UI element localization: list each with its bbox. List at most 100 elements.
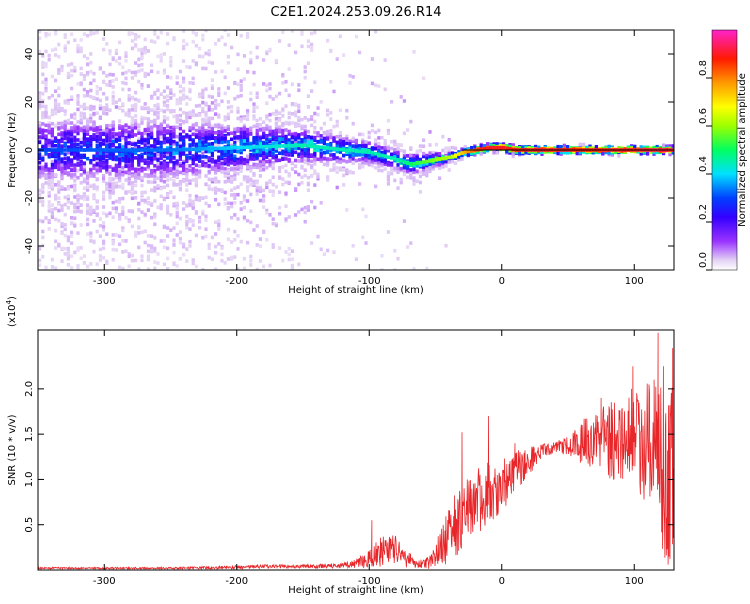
- spectrogram-cell: [370, 160, 374, 164]
- spectrogram-cell: [175, 233, 179, 237]
- spectrogram-cell: [294, 124, 298, 128]
- spectrogram-cell: [508, 144, 512, 149]
- spectrogram-cell: [70, 138, 74, 143]
- spectrogram-cell: [236, 110, 240, 114]
- spectrogram-cell: [57, 71, 61, 75]
- spectrogram-cell: [57, 161, 61, 165]
- spectrogram-cell: [198, 169, 202, 173]
- spectrogram-cell: [242, 116, 246, 121]
- spectrogram-cell: [239, 134, 243, 139]
- spectrogram-cell: [185, 173, 189, 178]
- spectrogram-cell: [108, 165, 112, 169]
- spectrogram-cell: [278, 39, 282, 43]
- spectrogram-cell: [252, 109, 256, 114]
- spectrogram-cell: [335, 140, 339, 145]
- spectrogram-cell: [415, 169, 419, 174]
- spectrogram-cell: [287, 148, 291, 153]
- spectrogram-cell: [226, 144, 230, 148]
- spectrogram-cell: [214, 167, 218, 172]
- spectrogram-cell: [236, 138, 240, 143]
- spectrogram-cell: [380, 168, 384, 173]
- spectrogram-cell: [287, 111, 291, 115]
- spectrogram-cell: [201, 160, 205, 165]
- spectrogram-cell: [226, 162, 230, 167]
- spectrogram-cell: [386, 162, 390, 166]
- spectrogram-cell: [41, 183, 45, 188]
- spectrogram-cell: [249, 192, 253, 197]
- spectrogram-cell: [252, 147, 256, 152]
- spectrogram-cell: [153, 222, 157, 227]
- spectrogram-cell: [108, 169, 112, 174]
- spectrogram-cell: [38, 130, 42, 135]
- spectrogram-cell: [50, 172, 54, 176]
- spectrogram-cell: [262, 194, 266, 198]
- spectrogram-cell: [86, 93, 90, 98]
- spectrogram-cell: [556, 151, 560, 156]
- spectrogram-cell: [108, 62, 112, 67]
- spectrogram-cell: [185, 119, 189, 124]
- spectrogram-cell: [287, 43, 291, 47]
- spectrogram-cell: [265, 136, 269, 141]
- spectrogram-cell: [134, 142, 138, 147]
- spectrogram-cell: [60, 160, 64, 164]
- spectrogram-cell: [265, 127, 269, 131]
- spectrogram-cell: [118, 172, 122, 176]
- spectrogram-cell: [306, 205, 310, 209]
- spectrogram-cell: [252, 70, 256, 75]
- spectrogram-ridge-cell: [70, 148, 74, 152]
- spectrogram-cell: [217, 155, 221, 160]
- spectrogram-cell: [348, 169, 352, 174]
- spectrogram-cell: [86, 177, 90, 181]
- spectrogram-cell: [124, 76, 128, 81]
- spectrogram-cell: [182, 145, 186, 150]
- spectrogram-cell: [220, 252, 224, 257]
- spectrogram-cell: [98, 103, 102, 108]
- spectrogram-cell: [66, 235, 70, 240]
- spectrogram-cell: [146, 254, 150, 258]
- spectrogram-cell: [226, 100, 230, 104]
- spectrogram-cell: [418, 149, 422, 153]
- spectrogram-cell: [239, 150, 243, 155]
- spectrogram-cell: [207, 129, 211, 134]
- spectrogram-cell: [210, 151, 214, 156]
- spectrogram-cell: [252, 165, 256, 169]
- spectrogram-cell: [134, 169, 138, 173]
- spectrogram-cell: [207, 184, 211, 188]
- spectrogram-cell: [44, 181, 48, 185]
- spectrogram-cell: [492, 150, 496, 154]
- spectrogram-cell: [41, 235, 45, 240]
- spectrogram-cell: [134, 37, 138, 41]
- spectrogram-cell: [198, 145, 202, 149]
- spectrogram-cell: [569, 150, 573, 155]
- spectrogram-cell: [166, 183, 170, 188]
- spectrogram-cell: [118, 40, 122, 45]
- spectrogram-cell: [50, 74, 54, 79]
- spectrogram-cell: [140, 68, 144, 72]
- spectrogram-cell: [66, 40, 70, 45]
- spectrogram-cell: [172, 139, 176, 144]
- spectrogram-cell: [111, 177, 115, 181]
- spectrogram-cell: [249, 169, 253, 173]
- spectrogram-cell: [204, 103, 208, 107]
- spectrogram-ridge-cell: [153, 148, 157, 152]
- spectrogram-cell: [409, 172, 413, 177]
- spectrogram-cell: [111, 85, 115, 89]
- spectrogram-cell: [418, 144, 422, 148]
- spectrogram-cell: [140, 139, 144, 143]
- spectrogram-cell: [274, 135, 278, 140]
- spectrogram-cell: [294, 170, 298, 174]
- spectrogram-cell: [63, 233, 67, 238]
- spectrogram-cell: [383, 158, 387, 162]
- spectrogram-cell: [50, 108, 54, 113]
- spectrogram-cell: [361, 138, 365, 142]
- spectrogram-cell: [207, 132, 211, 136]
- spectrogram-cell: [127, 163, 131, 167]
- spectrogram-cell: [271, 166, 275, 171]
- spectrogram-cell: [118, 62, 122, 66]
- spectrogram-cell: [258, 149, 262, 153]
- spectrogram-cell: [281, 128, 285, 133]
- spectrogram-cell: [217, 179, 221, 184]
- spectrogram-cell: [130, 104, 134, 108]
- spectrogram-cell: [281, 165, 285, 169]
- spectrogram-cell: [66, 157, 70, 162]
